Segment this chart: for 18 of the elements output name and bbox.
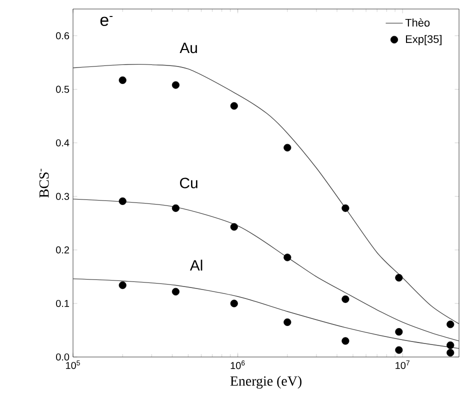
y-axis-title: BCS$^{-}$ — [39, 168, 49, 198]
y-tick-label: 0.2 — [56, 246, 69, 254]
y-tick-label: 0.1 — [56, 300, 70, 307]
legend-label: Exp[35] — [406, 34, 442, 46]
annotation: e$^{-}$ — [100, 16, 113, 26]
y-tick-label: 0.5 — [56, 86, 70, 93]
annotation: Cu — [180, 178, 198, 188]
x-axis-title: Energie (eV) — [230, 376, 302, 389]
x-tick-label: 10$^{7}$ — [396, 360, 410, 370]
x-tick-label: 10$^{5}$ — [66, 360, 80, 370]
annotation: Au — [180, 42, 197, 54]
legend-label: Thèo — [405, 18, 430, 27]
x-tick-label: 10$^{6}$ — [230, 360, 245, 370]
y-tick-label: 0.4 — [56, 139, 70, 146]
y-tick-label: 0.0 — [56, 353, 70, 361]
y-tick-label: 0.6 — [56, 32, 70, 40]
y-tick-label: 0.3 — [56, 192, 70, 200]
annotation: Al — [190, 260, 202, 271]
